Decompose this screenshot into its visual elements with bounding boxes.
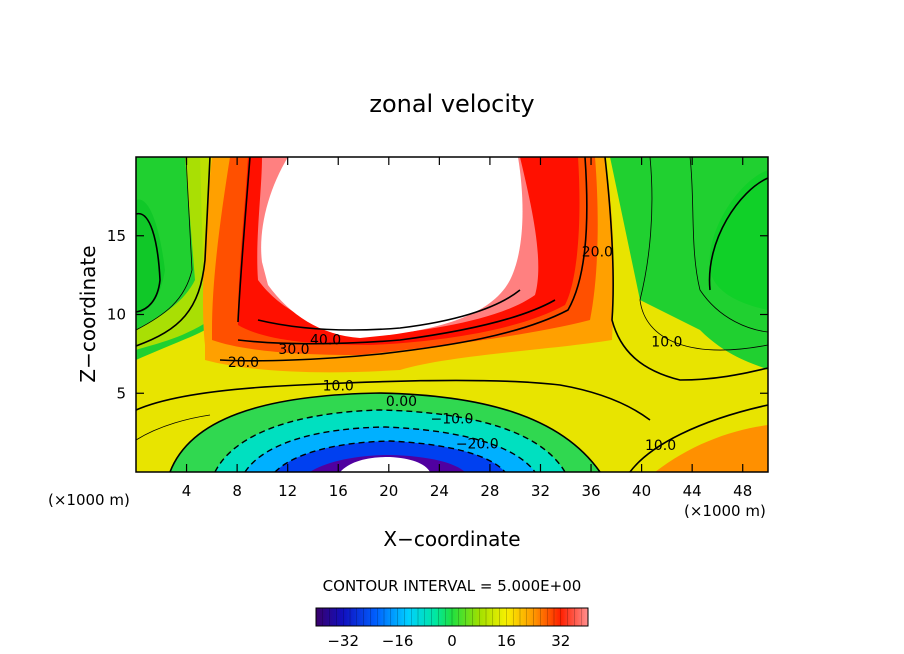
x-tick-label: 36 bbox=[581, 482, 600, 500]
colorbar-tick-label: 32 bbox=[551, 632, 570, 650]
y-tick-label: 15 bbox=[107, 227, 126, 245]
colorbar-ticks: −32 −16 0 16 32 bbox=[327, 632, 570, 650]
x-tick-label: 44 bbox=[683, 482, 702, 500]
band-12 bbox=[136, 157, 210, 350]
x-tick-label: 12 bbox=[278, 482, 297, 500]
x-tick-label: 28 bbox=[480, 482, 499, 500]
x-tick-label: 24 bbox=[430, 482, 449, 500]
x-tick-label: 48 bbox=[733, 482, 752, 500]
contour-dashed-lines bbox=[214, 409, 566, 472]
colorbar-tick-label: 16 bbox=[497, 632, 516, 650]
right-green-pocket bbox=[709, 170, 768, 310]
x-tick-label: 4 bbox=[182, 482, 192, 500]
left-green-pocket bbox=[136, 199, 165, 315]
x-tick-label: 8 bbox=[232, 482, 242, 500]
contour-label: 10.0 bbox=[645, 438, 676, 454]
contour-label: 40.0 bbox=[310, 333, 341, 349]
contour-label: 20.0 bbox=[228, 355, 259, 371]
x-tick-label: 32 bbox=[531, 482, 550, 500]
colorbar-tick-label: −32 bbox=[327, 632, 359, 650]
x-tick-label: 20 bbox=[379, 482, 398, 500]
negative-core bbox=[340, 457, 430, 472]
contour-label: −20.0 bbox=[456, 437, 499, 453]
contour-label: 30.0 bbox=[278, 342, 309, 358]
chart-title: zonal velocity bbox=[369, 90, 534, 118]
y-tick-label: 10 bbox=[107, 306, 126, 324]
y-tick-label: 5 bbox=[116, 384, 126, 402]
y-axis-label: Z−coordinate bbox=[76, 245, 100, 382]
y-axis-ticks: 5 10 15 bbox=[107, 227, 768, 402]
contour-label: 20.0 bbox=[582, 245, 613, 261]
x-unit-left: (×1000 m) bbox=[48, 491, 130, 509]
contour-label: −10.0 bbox=[431, 411, 474, 427]
contour-label: 10.0 bbox=[651, 334, 682, 350]
positive-core bbox=[261, 157, 523, 338]
x-unit-right: (×1000 m) bbox=[684, 502, 766, 520]
plot-area bbox=[136, 157, 768, 472]
contour-labels: 40.030.0 20.0 10.0 0.00 −10.0 −20.0 20.0 10.0 10… bbox=[228, 245, 683, 455]
x-axis-label: X−coordinate bbox=[383, 527, 520, 551]
contour-thin-lines bbox=[136, 157, 768, 441]
x-tick-label: 16 bbox=[329, 482, 348, 500]
contour-lines bbox=[136, 157, 768, 472]
contour-interval-text: CONTOUR INTERVAL = 5.000E+00 bbox=[323, 577, 582, 595]
x-axis-ticks: 4 8 12 16 20 24 28 32 36 40 44 48 bbox=[182, 157, 752, 500]
contour-label: 0.00 bbox=[386, 394, 417, 410]
colorbar-tick-label: −16 bbox=[382, 632, 414, 650]
colorbar-tick-label: 0 bbox=[447, 632, 457, 650]
x-tick-label: 40 bbox=[632, 482, 651, 500]
band-20-lower-right bbox=[655, 425, 768, 472]
colorbar-stripes bbox=[315, 608, 589, 626]
contour-label: 10.0 bbox=[323, 378, 354, 394]
